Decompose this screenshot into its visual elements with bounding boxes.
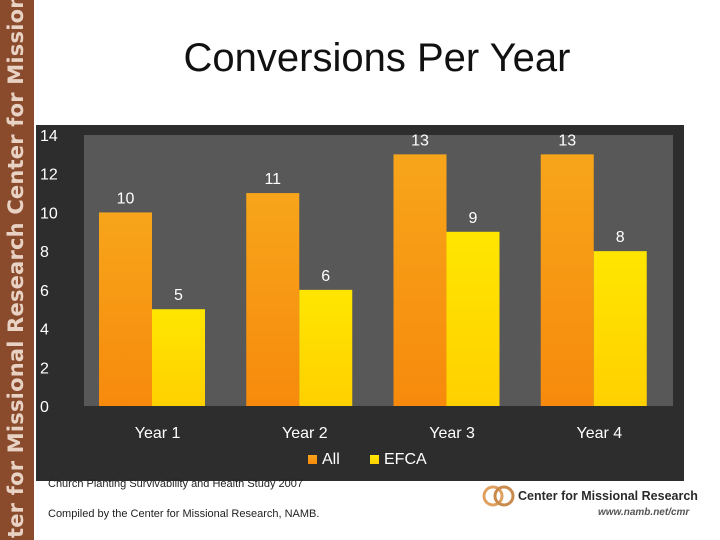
bar-chart: 0 2 4 6 8 10 12 14 10 5 Year 1 11 6 Year 2 13 9 Year 3 13… xyxy=(40,128,673,468)
y-tick-label: 12 xyxy=(40,167,58,184)
bar-value-label: 13 xyxy=(411,132,429,149)
slide-title: Conversions Per Year xyxy=(183,36,571,80)
bar-all xyxy=(99,212,152,406)
y-tick-label: 14 xyxy=(40,128,58,145)
y-tick-label: 6 xyxy=(40,283,49,300)
bar-value-label: 13 xyxy=(558,132,576,149)
x-tick-label: Year 4 xyxy=(577,425,623,442)
bar-value-label: 10 xyxy=(117,190,135,207)
x-tick-label: Year 2 xyxy=(282,425,328,442)
bar-efca xyxy=(446,231,500,406)
legend-label: EFCA xyxy=(384,451,427,468)
source-note: Church Planting Survivability and Health… xyxy=(48,478,303,490)
bar-efca xyxy=(299,289,353,406)
logo-url: www.namb.net/cmr xyxy=(598,507,690,518)
bar-value-label: 6 xyxy=(321,268,330,285)
legend-swatch-all xyxy=(308,455,317,464)
legend-swatch-efca xyxy=(370,455,379,464)
bar-all xyxy=(540,154,594,406)
bar-all xyxy=(393,154,447,406)
bar-efca xyxy=(593,251,647,406)
y-tick-label: 4 xyxy=(40,322,49,339)
y-tick-label: 8 xyxy=(40,244,49,261)
compiled-note: Compiled by the Center for Missional Res… xyxy=(48,508,320,520)
logo-name: Center for Missional Research xyxy=(518,489,698,503)
cmr-logo: Center for Missional Research www.namb.n… xyxy=(482,480,712,520)
bar-value-label: 9 xyxy=(469,210,478,227)
bar-value-label: 8 xyxy=(616,229,625,246)
bar-all xyxy=(246,193,300,406)
x-tick-label: Year 3 xyxy=(429,425,475,442)
bar-efca xyxy=(152,309,205,406)
sidebar-banner-text: ter for Missional Research Center for Mi… xyxy=(4,0,28,538)
sidebar-banner: ter for Missional Research Center for Mi… xyxy=(0,0,34,540)
chart-container: 0 2 4 6 8 10 12 14 10 5 Year 1 11 6 Year 2 13 9 Year 3 13… xyxy=(36,125,684,481)
y-tick-label: 0 xyxy=(40,399,49,416)
bar-value-label: 11 xyxy=(264,171,281,188)
x-tick-label: Year 1 xyxy=(135,425,181,442)
logo-rings-icon xyxy=(482,485,515,507)
y-tick-label: 2 xyxy=(40,360,49,377)
legend-label: All xyxy=(322,451,340,468)
bar-value-label: 5 xyxy=(174,287,183,304)
y-tick-label: 10 xyxy=(40,205,58,222)
